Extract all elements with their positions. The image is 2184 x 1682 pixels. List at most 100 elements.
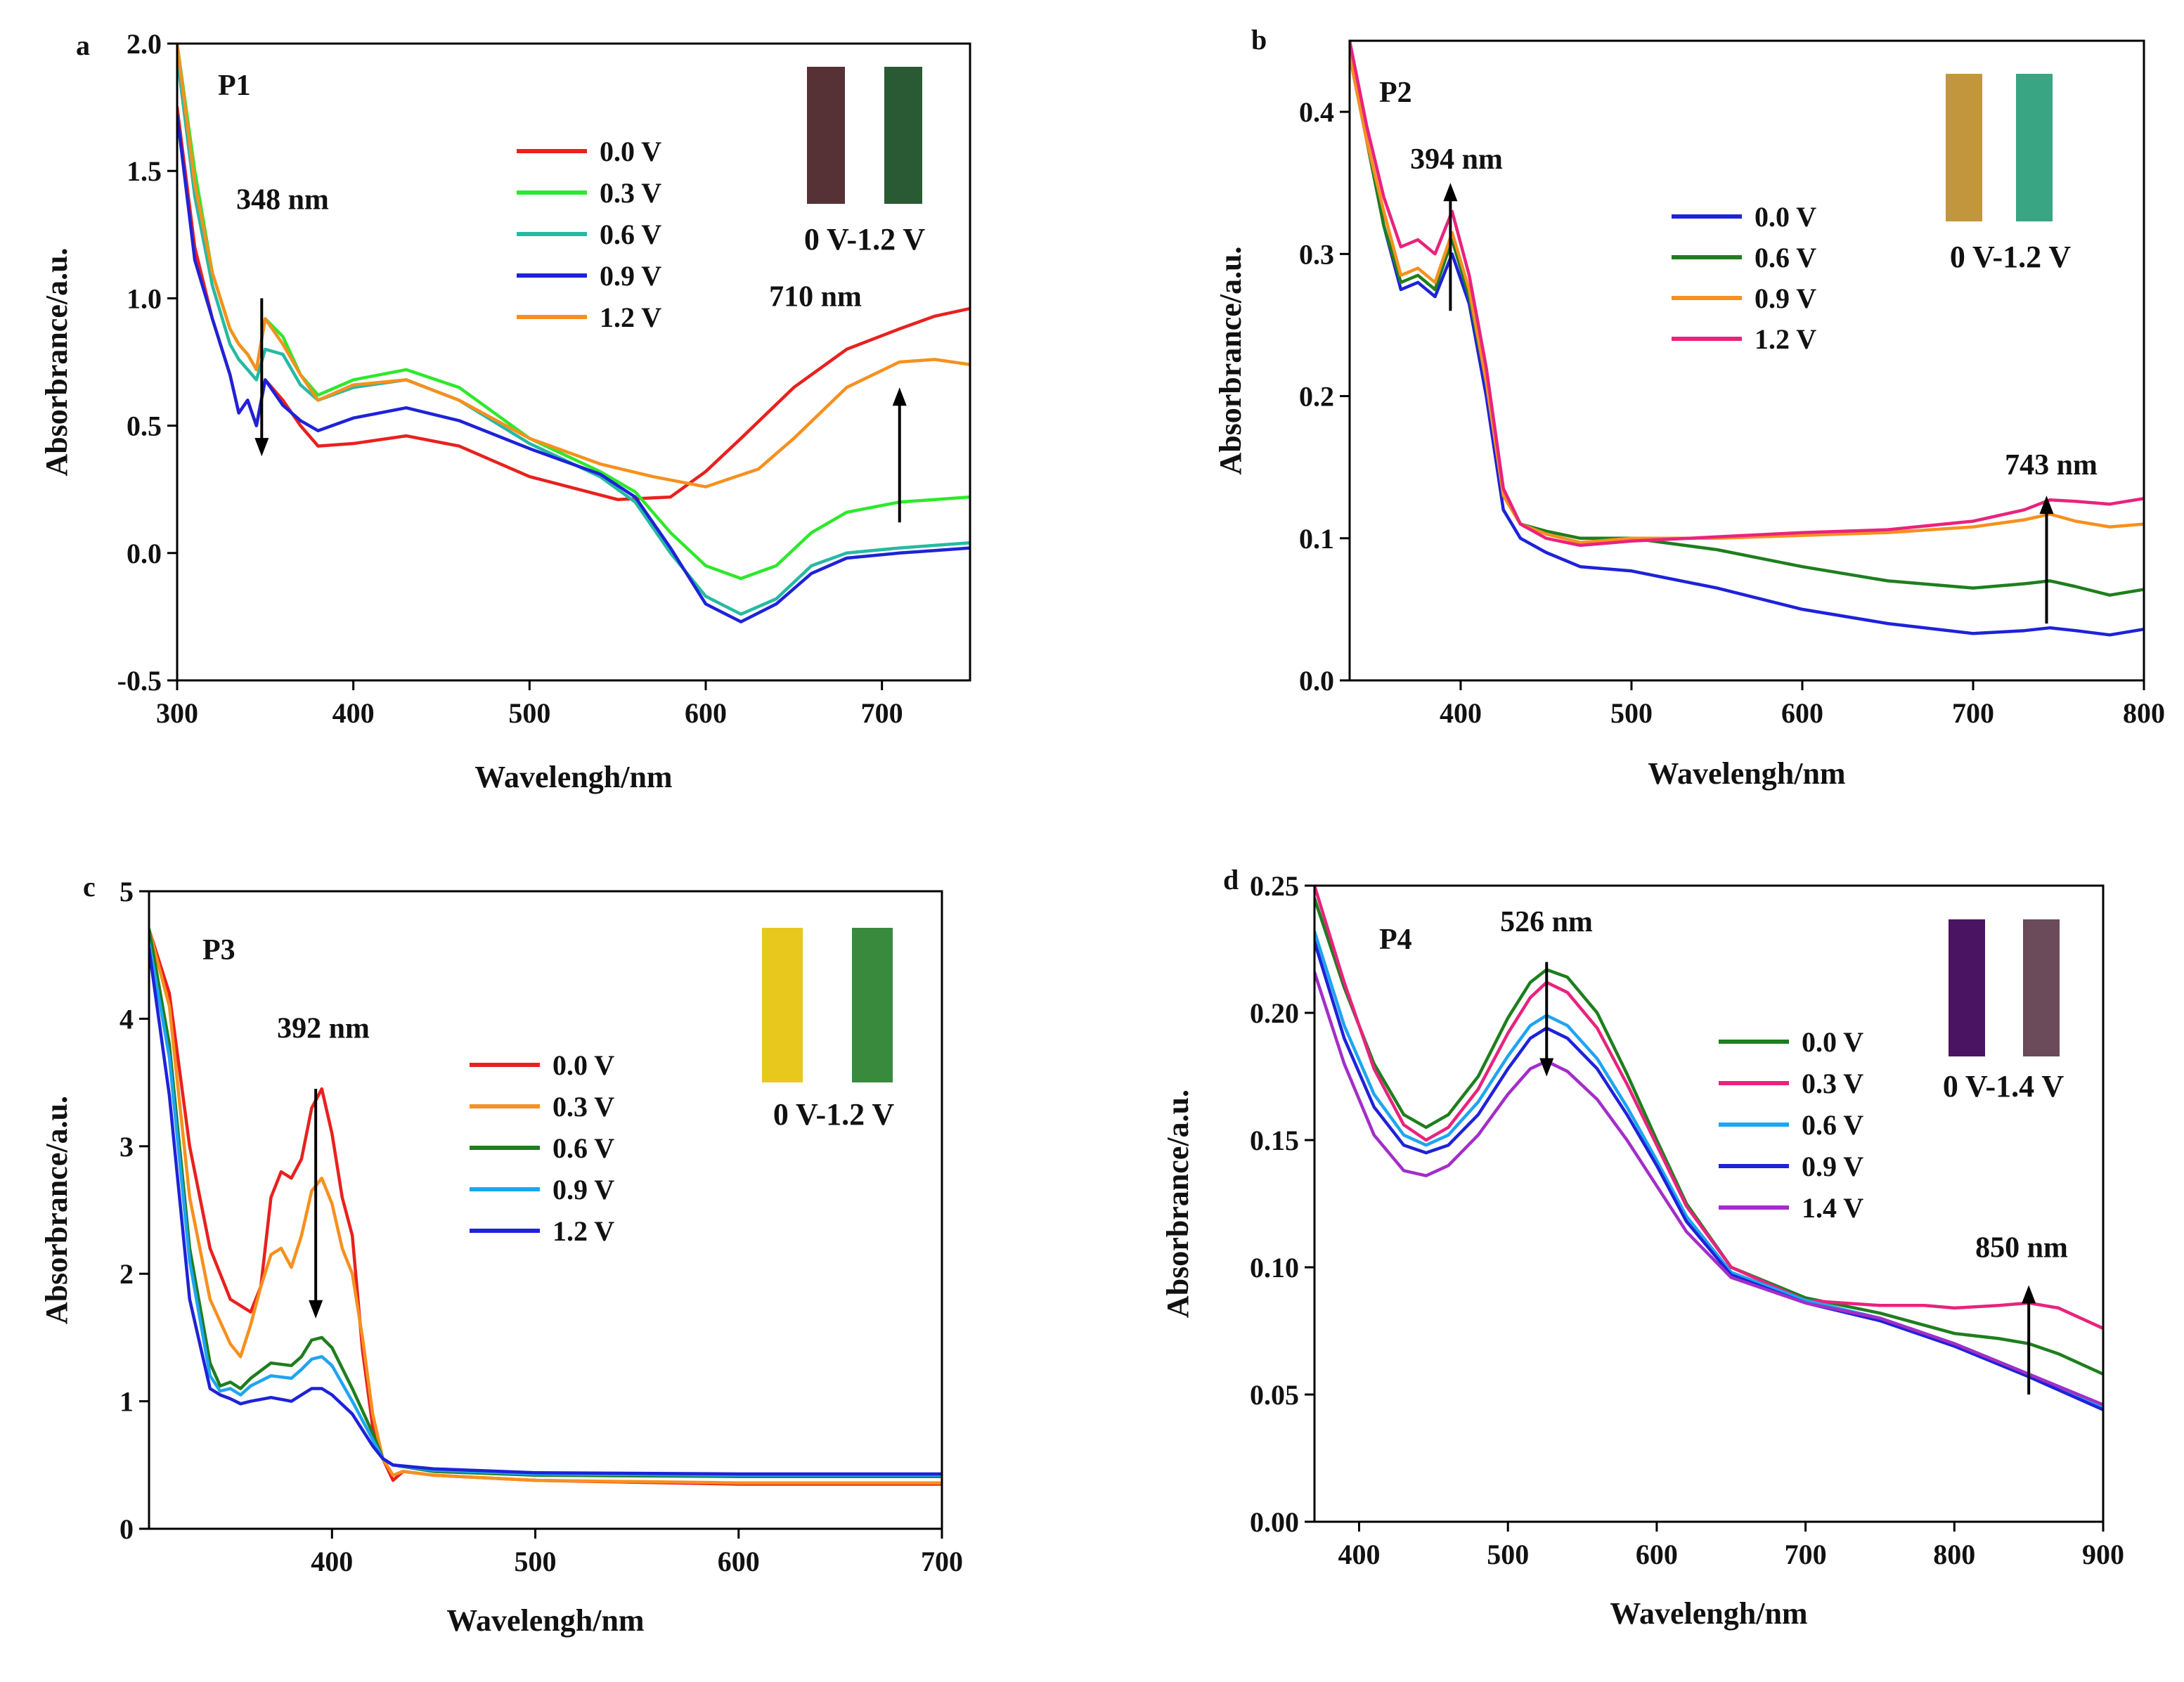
color-swatches: 0 V-1.2 V — [804, 67, 925, 257]
color-swatch — [2023, 919, 2060, 1056]
peak-label: 526 nm — [1500, 906, 1593, 938]
y-tick-label: 4 — [119, 1003, 134, 1035]
y-tick-label: 0.05 — [1250, 1379, 1299, 1411]
series-line-06Vv — [177, 54, 970, 616]
y-tick-label: 2.0 — [127, 28, 162, 60]
legend-label: 0.9 V — [1802, 1151, 1863, 1182]
peak-label: 394 nm — [1410, 143, 1503, 176]
y-axis-title: Absorbrance/a.u. — [39, 1096, 74, 1324]
arrow-head — [892, 387, 907, 406]
legend: 0.0 V 0.3 V 0.6 V 0.9 V 1.2 V — [517, 136, 661, 333]
legend: 0.0 V 0.3 V 0.6 V 0.9 V 1.2 V — [470, 1049, 614, 1247]
plot-frame — [176, 42, 971, 682]
panel-letter: d — [1223, 864, 1239, 895]
series-line-12Vv — [1350, 41, 2144, 548]
y-tick-label: 0.20 — [1250, 997, 1299, 1029]
arrow-head — [254, 438, 269, 457]
peak-label: 743 nm — [2005, 449, 2098, 481]
peak-label: 348 nm — [236, 184, 329, 216]
y-tick-label: 1.5 — [127, 155, 162, 187]
peak-label: 392 nm — [277, 1013, 370, 1045]
x-tick-label: 700 — [861, 697, 903, 729]
x-tick-label: 400 — [332, 697, 375, 729]
arrow-head — [2039, 496, 2054, 515]
legend-label: 0.9 V — [553, 1174, 614, 1205]
swatch-label: 0 V-1.2 V — [1950, 240, 2072, 274]
legend-label: 0.6 V — [553, 1132, 614, 1164]
chart-panel-c: 400 500 600 700 0 1 2 3 4 5 Wavelengh/nm Absorbranc… — [39, 871, 963, 1638]
y-tick-label: 0.2 — [1299, 381, 1334, 413]
series-line-00Vv — [1350, 53, 2144, 637]
color-swatch — [884, 67, 922, 204]
color-swatches: 0 V-1.4 V — [1943, 919, 2064, 1104]
x-tick-label: 700 — [921, 1546, 963, 1577]
legend: 0.0 V 0.6 V 0.9 V 1.2 V — [1672, 201, 1816, 355]
legend: 0.0 V 0.3 V 0.6 V 0.9 V 1.4 V — [1719, 1026, 1863, 1224]
y-axis-title: Absorbrance/a.u. — [1161, 1089, 1195, 1318]
x-axis-title: Wavelengh/nm — [446, 1603, 644, 1638]
legend-label: 1.2 V — [600, 302, 661, 333]
color-swatch — [762, 928, 803, 1082]
y-tick-label: -0.5 — [117, 665, 162, 697]
chart-panel-d: 400 500 600 700 800 900 0.00 0.05 0.10 0.15 0.20 0.… — [1161, 864, 2124, 1631]
legend-label: 0.0 V — [1755, 201, 1816, 233]
x-tick-label: 400 — [1338, 1539, 1381, 1570]
x-tick-label: 400 — [311, 1546, 353, 1577]
x-tick-label: 600 — [1636, 1539, 1678, 1570]
chart-panel-b: 400 500 600 700 800 0.0 0.1 0.2 0.3 0.4 Wavelengh/… — [1213, 24, 2165, 791]
y-tick-label: 0.0 — [1299, 665, 1334, 697]
legend-label: 1.2 V — [553, 1215, 614, 1247]
y-tick-label: 2 — [119, 1258, 134, 1290]
series-line-09Vv — [177, 113, 970, 623]
series-line-09Vv — [1314, 940, 2103, 1411]
y-tick-label: 0 — [119, 1513, 134, 1545]
x-axis-title: Wavelengh/nm — [474, 760, 672, 794]
y-tick-label: 0.10 — [1250, 1252, 1299, 1283]
series-line-03Vv — [1314, 886, 2103, 1331]
series-line-12Vv — [149, 947, 942, 1476]
legend-label: 0.3 V — [553, 1091, 614, 1123]
y-axis-title: Absorbrance/a.u. — [1213, 246, 1248, 474]
y-tick-label: 1.0 — [127, 283, 162, 314]
y-tick-label: 0.4 — [1299, 96, 1334, 128]
y-tick-label: 0.15 — [1250, 1125, 1299, 1156]
legend-label: 0.6 V — [1802, 1109, 1863, 1141]
legend-label: 0.0 V — [1802, 1026, 1863, 1058]
legend-label: 0.3 V — [600, 177, 661, 209]
y-tick-label: 0.3 — [1299, 238, 1334, 270]
series-line-00Vv — [1314, 896, 2103, 1376]
legend-label: 0.0 V — [600, 136, 661, 167]
arrow-head — [2022, 1285, 2036, 1304]
x-tick-label: 300 — [156, 697, 198, 729]
y-tick-label: 0.5 — [127, 410, 162, 442]
y-tick-label: 3 — [119, 1131, 134, 1163]
arrow-head — [1443, 183, 1458, 202]
legend-label: 0.9 V — [1755, 283, 1816, 314]
legend-label: 0.3 V — [1802, 1068, 1863, 1099]
peak-label: 850 nm — [1975, 1232, 2068, 1264]
x-tick-label: 600 — [1781, 697, 1823, 729]
x-tick-label: 500 — [515, 1546, 557, 1577]
arrow-head — [1539, 1058, 1554, 1077]
x-tick-label: 900 — [2082, 1539, 2124, 1570]
x-tick-label: 500 — [1487, 1539, 1529, 1570]
x-tick-label: 500 — [1610, 697, 1653, 729]
x-tick-label: 400 — [1440, 697, 1482, 729]
series-line-06Vv — [149, 928, 942, 1478]
series-line-14Vv — [1314, 970, 2103, 1406]
series-line-03Vv — [149, 928, 942, 1484]
plot-frame — [1313, 884, 2105, 1523]
y-tick-label: 1 — [119, 1386, 134, 1418]
y-tick-label: 0.1 — [1299, 523, 1334, 555]
color-swatch — [1949, 919, 1985, 1056]
panel-letter: b — [1251, 24, 1267, 56]
x-tick-label: 600 — [718, 1546, 760, 1577]
x-tick-label: 700 — [1952, 697, 1994, 729]
sample-name: P4 — [1379, 924, 1412, 956]
x-tick-label: 700 — [1785, 1539, 1827, 1570]
y-tick-label: 0.25 — [1250, 870, 1299, 902]
x-tick-label: 800 — [2123, 697, 2165, 729]
y-tick-label: 0.00 — [1250, 1506, 1299, 1538]
x-tick-label: 800 — [1933, 1539, 1975, 1570]
